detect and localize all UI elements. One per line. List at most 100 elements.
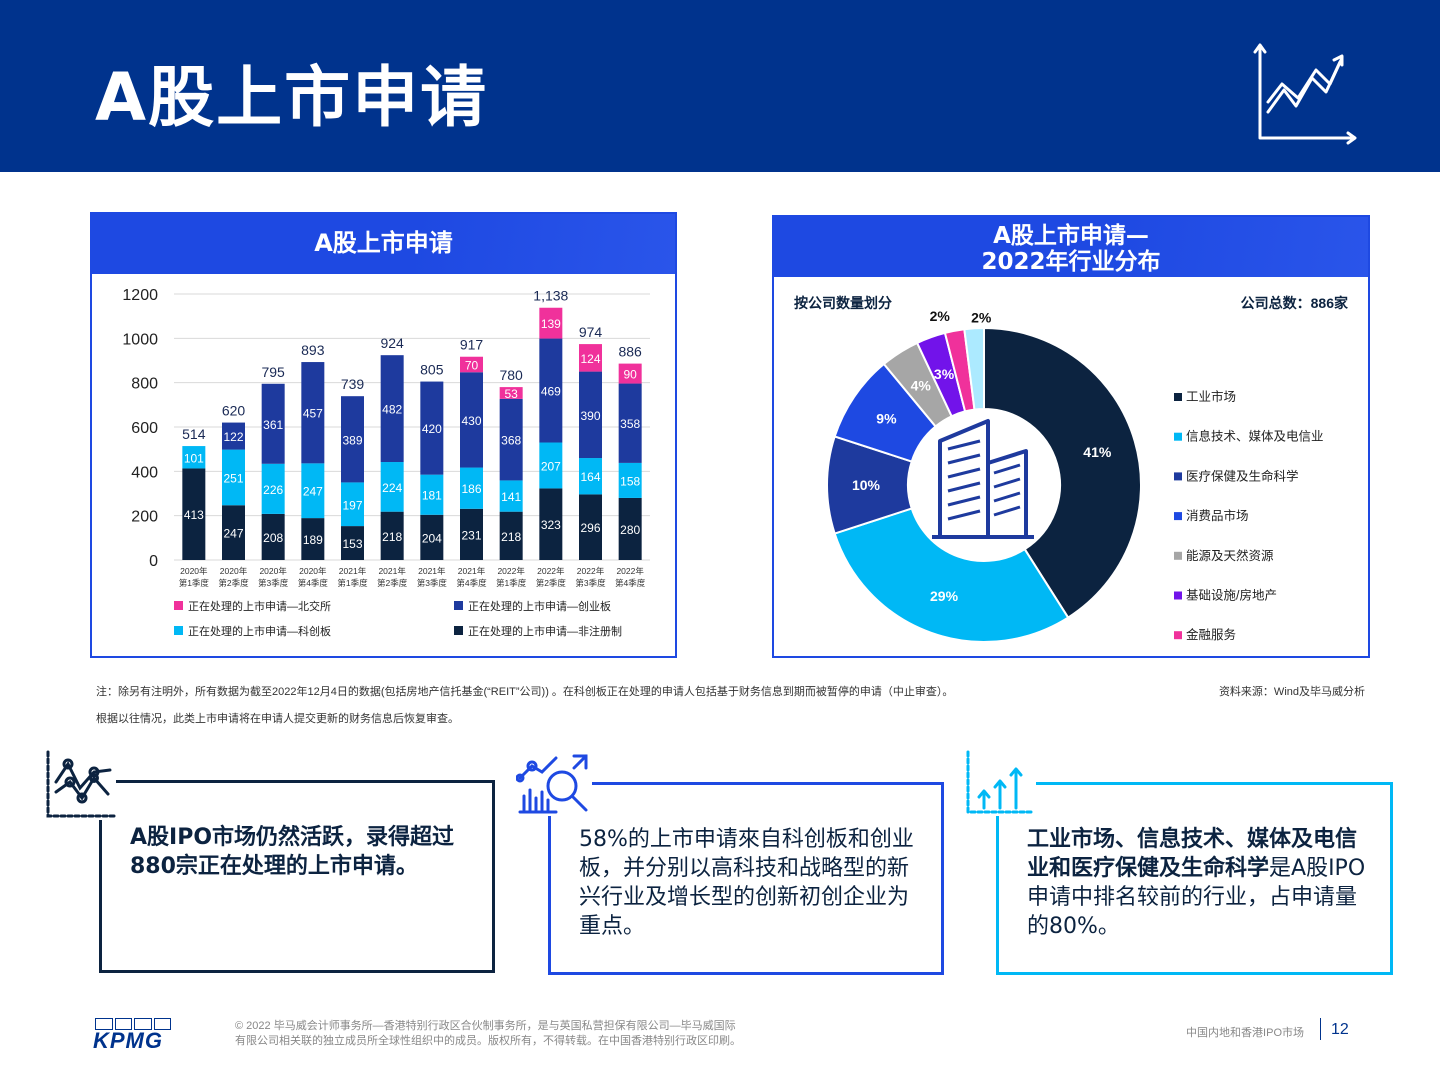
legend-swatch [174, 626, 183, 635]
data-label: 189 [303, 533, 323, 547]
bar-segment [182, 468, 206, 560]
data-label: 251 [223, 471, 243, 485]
copyright-line2: 有限公司相关联的独立成员所全球性组织中的成员。版权所有，不得转载。在中国香港特别… [235, 1035, 741, 1047]
insight-card-1-text: A股IPO市场仍然活跃，录得超过880宗正在处理的上市申请。 [130, 825, 455, 879]
y-tick-label: 600 [131, 420, 158, 437]
bar-segment [261, 463, 285, 514]
y-tick-label: 800 [131, 376, 158, 393]
data-label: 204 [422, 531, 442, 545]
legend-label: 正在处理的上市申请—科创板 [188, 624, 331, 638]
bar-segment [539, 442, 563, 489]
data-label: 90 [623, 368, 637, 382]
x-tick-label: 2021年 [418, 566, 446, 576]
bar-segment [618, 383, 642, 463]
slice-label: 4% [911, 377, 932, 393]
legend-label: 金融服务 [1186, 627, 1236, 642]
legend-label: 正在处理的上市申请—创业板 [468, 599, 611, 613]
data-label: 389 [342, 433, 362, 447]
legend-label: 工业市场 [1186, 389, 1236, 404]
x-tick-label: 2022年 [616, 566, 644, 576]
data-label: 218 [501, 530, 521, 544]
data-label: 207 [541, 459, 561, 473]
legend-swatch [1174, 432, 1182, 441]
data-magnifier-icon [515, 752, 592, 816]
data-label: 53 [504, 387, 518, 401]
donut-chart-title: A股上市申请— 2022年行业分布 [774, 217, 1368, 277]
data-label: 141 [501, 490, 521, 504]
slice-label: 9% [876, 411, 897, 427]
building-icon [932, 419, 1034, 539]
data-label: 101 [184, 451, 204, 465]
legend-swatch [454, 626, 463, 635]
source-note: 资料来源：Wind及毕马威分析 [1218, 686, 1365, 698]
data-label: 139 [541, 317, 561, 331]
donut-slice [983, 326, 1142, 619]
trend-chart-icon [42, 748, 116, 820]
total-label: 1,138 [533, 288, 568, 304]
footnote-line2: 根据以往情况，此类上市申请将在申请人提交更新的财务信息后恢复审查。 [96, 713, 459, 725]
data-label: 224 [382, 481, 402, 495]
data-label: 124 [580, 352, 600, 366]
bar-segment [380, 355, 404, 463]
legend-label: 基础设施/房地产 [1186, 588, 1277, 603]
data-label: 368 [501, 434, 521, 448]
x-tick-label: 第4季度 [298, 578, 329, 588]
x-tick-label: 第4季度 [615, 578, 646, 588]
bar-segment [460, 508, 483, 560]
data-label: 181 [422, 489, 442, 503]
legend-swatch [174, 601, 183, 610]
bar-segment [579, 494, 602, 560]
bar-segment [301, 362, 325, 464]
x-tick-label: 第3季度 [575, 578, 606, 588]
slice-label: 2% [971, 309, 992, 325]
bar-segment [460, 372, 483, 468]
total-label: 620 [222, 403, 246, 419]
bar-segment [341, 396, 364, 483]
x-tick-label: 2022年 [537, 566, 565, 576]
total-label: 886 [618, 344, 642, 360]
legend-label: 消费品市场 [1186, 508, 1249, 523]
total-label: 805 [420, 362, 444, 378]
bar-segment [539, 307, 563, 339]
header-banner: A股上市申请 [0, 0, 1440, 172]
x-tick-label: 第1季度 [179, 578, 210, 588]
legend-label: 正在处理的上市申请—北交所 [188, 599, 331, 613]
y-tick-label: 1200 [122, 287, 158, 304]
data-label: 361 [263, 418, 283, 432]
data-label: 323 [541, 518, 561, 532]
donut-title-line2: 2022年行业分布 [981, 249, 1161, 275]
insight-card-2: 58%的上市申请來自科创板和创业板，并分别以高科技和战略型的新兴行业及增长型的创… [548, 782, 944, 975]
legend-swatch [454, 601, 463, 610]
data-label: 247 [303, 485, 323, 499]
bar-segment [579, 344, 602, 372]
total-label: 739 [341, 376, 365, 392]
bar-segment [380, 462, 404, 512]
insight-card-3-text: 工业市场、信息技术、媒体及电信业和医疗保健及生命科学是A股IPO申请中排名较前的… [1027, 827, 1366, 939]
x-tick-label: 第1季度 [496, 578, 527, 588]
bar-segment [222, 449, 245, 506]
data-label: 231 [461, 528, 481, 542]
bar-segment [182, 446, 206, 469]
donut-title-line1: A股上市申请— [993, 223, 1149, 249]
bar-segment [460, 356, 483, 373]
bar-segment [618, 363, 642, 384]
legend-swatch [1174, 551, 1182, 560]
x-tick-label: 2020年 [259, 566, 287, 576]
donut-chart: 41% 29% 10% 9% 4%3% 2% 2% 工业市场信息技术、媒体及电信业医疗保健及生… [826, 308, 1324, 643]
data-label: 186 [461, 482, 481, 496]
donut-total: 公司总数：886家 [1240, 295, 1348, 311]
legend-swatch [1174, 393, 1182, 401]
bar-growth-icon [962, 748, 1036, 816]
legend-swatch [1174, 512, 1182, 521]
bar-segment [579, 371, 602, 459]
x-tick-label: 第2季度 [218, 578, 249, 588]
bar-segment [460, 467, 483, 509]
y-tick-label: 0 [149, 553, 158, 570]
legend-label: 医疗保健及生命科学 [1186, 468, 1299, 483]
bar-segment [499, 511, 523, 560]
x-tick-label: 第1季度 [337, 578, 368, 588]
x-tick-label: 2022年 [497, 566, 525, 576]
page-title: A股上市申请 [95, 59, 489, 136]
publication-name: 中国内地和香港IPO市场 [1186, 1027, 1304, 1039]
